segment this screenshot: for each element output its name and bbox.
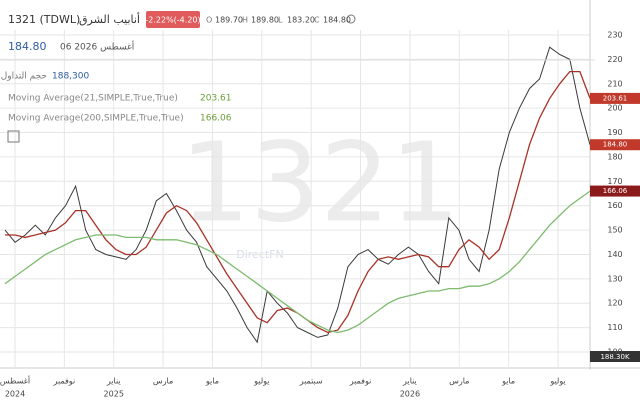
stock-name: أنابيب الشرق: [79, 12, 140, 26]
ohlc-value: 189.70: [215, 16, 243, 25]
y-tick-label: 180: [607, 152, 622, 161]
y-tick-label: 110: [607, 323, 622, 332]
last-value-badge: [590, 92, 640, 104]
series-line: [4, 190, 591, 334]
x-tick-label: مارس: [449, 377, 469, 386]
last-value-label: 184.80: [603, 141, 628, 149]
x-tick-label: مايو: [205, 377, 219, 386]
x-tick-label: يوليو: [253, 377, 269, 386]
watermark: 1321: [180, 118, 460, 246]
legend-ma200-value: 166.06: [200, 114, 232, 124]
y-tick-label: 170: [607, 177, 622, 186]
x-tick-label: مارس: [153, 377, 173, 386]
legend-ma21: Moving Average(21,SIMPLE,True,True): [8, 94, 178, 104]
y-tick-label: 230: [607, 31, 622, 40]
ohlc-key: O: [206, 16, 212, 25]
y-tick-label: 130: [607, 274, 622, 283]
x-tick-label: يناير: [402, 377, 417, 386]
x-tick-label: نوفمبر: [53, 377, 76, 386]
last-value-badge: [590, 139, 640, 151]
ohlc-value: 189.80: [251, 16, 279, 25]
x-tick-label: أغسطس: [0, 376, 30, 386]
y-tick-label: 200: [607, 104, 622, 113]
symbol: 1321 (TDWL): [8, 13, 80, 26]
settings-icon[interactable]: [346, 14, 356, 24]
legend-ma200: Moving Average(200,SIMPLE,True,True): [8, 114, 184, 124]
volume-axis-label: 188.30K: [600, 353, 629, 361]
y-tick-label: 150: [607, 226, 622, 235]
date: 06 أغسطس 2026: [60, 41, 134, 53]
x-tick-label: مايو: [501, 377, 515, 386]
y-tick-label: 160: [607, 201, 622, 210]
volume: 188,300: [52, 72, 89, 82]
collapse-icon[interactable]: [7, 130, 20, 143]
last-value-label: 166.06: [603, 187, 628, 195]
x-tick-label: سبتمبر: [299, 377, 323, 386]
ohlc-key: C: [314, 16, 320, 25]
x-tick-label: نوفمبر: [349, 377, 372, 386]
last-price: 184.80: [8, 40, 47, 53]
x-year-label: 2024: [5, 390, 25, 399]
x-tick-label: يوليو: [549, 377, 565, 386]
y-tick-label: 120: [607, 299, 622, 308]
y-tick-label: 210: [607, 79, 622, 88]
last-value-label: 203.61: [603, 94, 628, 102]
change-badge: [146, 11, 200, 28]
x-tick-label: يناير: [106, 377, 121, 386]
ohlc-value: 184.80: [323, 16, 351, 25]
y-tick-label: 100: [607, 348, 622, 357]
y-tick-label: 190: [607, 128, 622, 137]
series-line: [4, 46, 591, 344]
volume-label: حجم التداول: [1, 72, 47, 82]
volume-badge: [590, 351, 640, 362]
x-year-label: 2025: [104, 390, 124, 399]
ohlc-key: H: [242, 16, 248, 25]
y-tick-label: 220: [607, 55, 622, 64]
last-value-badge: [590, 185, 640, 197]
ohlc-value: 183.20: [287, 16, 315, 25]
x-year-label: 2026: [400, 390, 420, 399]
legend-ma21-value: 203.61: [200, 94, 232, 104]
y-tick-label: 140: [607, 250, 622, 259]
ohlc-key: L: [278, 16, 283, 25]
change: -2.22%(-4.20): [145, 16, 200, 25]
